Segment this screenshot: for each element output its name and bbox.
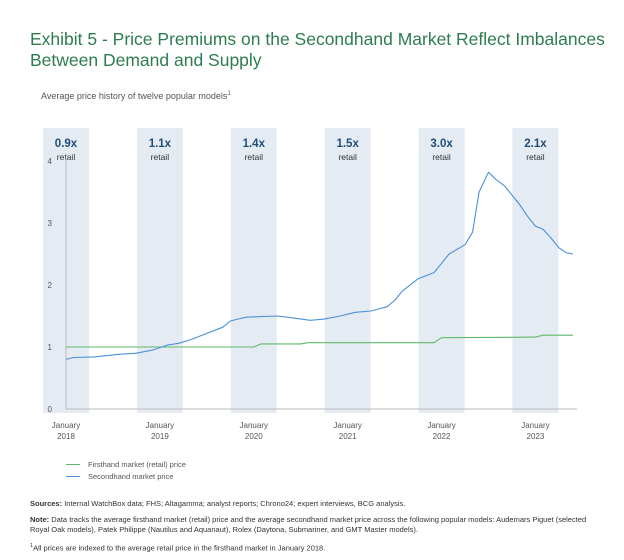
y-tick-label-3: 3 bbox=[48, 219, 53, 228]
sources-note: Sources: Internal WatchBox data; FHS; Al… bbox=[30, 499, 595, 509]
legend-label-firsthand: Firsthand market (retail) price bbox=[88, 459, 186, 469]
y-tick-label-4: 4 bbox=[48, 157, 53, 166]
subtitle-footnote-mark: 1 bbox=[227, 91, 231, 97]
chart-notes: Sources: Internal WatchBox data; FHS; Al… bbox=[30, 499, 595, 560]
x-axis: January 2018 January 2019 January 2020 January… bbox=[52, 421, 550, 441]
x-tick-month-2023: January bbox=[521, 421, 549, 430]
premium-value-2018: 0.9x bbox=[55, 138, 78, 150]
x-tick-year-2019: 2019 bbox=[151, 432, 169, 441]
secondhand-price-line bbox=[65, 171, 574, 360]
legend-swatch-secondhand bbox=[66, 475, 80, 477]
premium-band-2021 bbox=[324, 128, 371, 413]
x-tick-year-2023: 2023 bbox=[527, 432, 545, 441]
x-tick-month-2022: January bbox=[427, 421, 455, 430]
premium-unit-2021: retail bbox=[338, 152, 357, 162]
note-label: Note: bbox=[30, 515, 50, 524]
premium-bands: 0.9x retail 1.1x retail 1.4x retail 1.5x retail… bbox=[43, 128, 559, 413]
subtitle-text: Average price history of twelve popular … bbox=[41, 91, 228, 101]
y-tick-label-1: 1 bbox=[48, 343, 53, 352]
premium-band-2020 bbox=[230, 128, 277, 413]
sources-label: Sources: bbox=[30, 499, 63, 508]
premium-band-2023 bbox=[512, 128, 559, 413]
price-history-chart: 0.9x retail 1.1x retail 1.4x retail 1.5x retail… bbox=[43, 128, 577, 441]
page-title: Exhibit 5 - Price Premiums on the Second… bbox=[30, 29, 605, 70]
series-lines bbox=[65, 171, 574, 360]
data-note: Note: Data tracks the average firsthand … bbox=[30, 515, 595, 535]
x-tick-month-2020: January bbox=[240, 421, 268, 430]
x-tick-year-2018: 2018 bbox=[57, 432, 75, 441]
premium-value-2023: 2.1x bbox=[524, 138, 547, 150]
premium-band-2022 bbox=[418, 128, 465, 413]
y-tick-label-2: 2 bbox=[48, 281, 53, 290]
sources-text: Internal WatchBox data; FHS; Altagamma; … bbox=[64, 499, 406, 508]
x-tick-year-2021: 2021 bbox=[339, 432, 357, 441]
footnote-text: All prices are indexed to the average re… bbox=[33, 543, 326, 553]
premium-unit-2020: retail bbox=[245, 152, 264, 162]
firsthand-price-line bbox=[66, 334, 573, 348]
premium-unit-2019: retail bbox=[151, 152, 170, 162]
note-text: Data tracks the average firsthand market… bbox=[30, 515, 587, 534]
x-tick-month-2021: January bbox=[333, 421, 361, 430]
legend-item-firsthand: Firsthand market (retail) price bbox=[66, 458, 186, 470]
footnote-mark: 1 bbox=[30, 543, 34, 549]
legend-label-secondhand: Secondhand market price bbox=[88, 471, 174, 481]
x-tick-month-2019: January bbox=[146, 421, 174, 430]
premium-value-2021: 1.5x bbox=[336, 138, 359, 150]
footnote: 1All prices are indexed to the average r… bbox=[30, 541, 595, 554]
premium-value-2022: 3.0x bbox=[430, 138, 453, 150]
legend-item-secondhand: Secondhand market price bbox=[66, 470, 186, 482]
premium-value-2019: 1.1x bbox=[149, 138, 172, 150]
y-axis: 0 1 2 3 4 bbox=[48, 157, 53, 414]
premium-unit-2022: retail bbox=[432, 152, 451, 162]
y-tick-label-0: 0 bbox=[48, 405, 53, 414]
x-tick-month-2018: January bbox=[52, 421, 80, 430]
x-tick-year-2020: 2020 bbox=[245, 432, 263, 441]
x-tick-year-2022: 2022 bbox=[433, 432, 451, 441]
chart-legend: Firsthand market (retail) price Secondha… bbox=[66, 458, 186, 482]
premium-unit-2023: retail bbox=[526, 152, 545, 162]
legend-swatch-firsthand bbox=[66, 463, 80, 465]
chart-subtitle: Average price history of twelve popular … bbox=[41, 91, 231, 101]
premium-value-2020: 1.4x bbox=[243, 138, 266, 150]
premium-band-2019 bbox=[136, 128, 183, 413]
